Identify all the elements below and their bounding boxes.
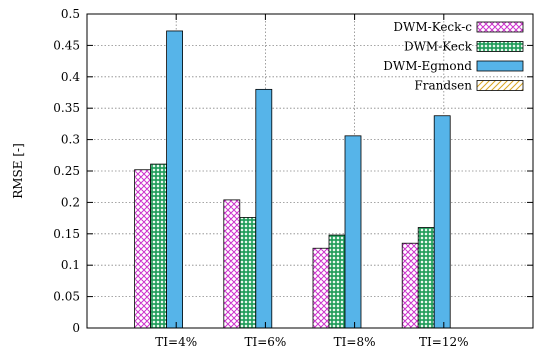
y-tick-label: 0 xyxy=(72,321,80,335)
bar-dwm-egmond xyxy=(433,115,451,329)
legend: DWM-Keck-c DWM-Keck DWM-Egmond Frandsen xyxy=(383,20,524,93)
y-axis-label: RMSE [-] xyxy=(11,143,25,199)
y-tick-label: 0.2 xyxy=(61,195,80,209)
legend-label: Frandsen xyxy=(414,79,472,93)
legend-swatch xyxy=(476,41,524,52)
bars xyxy=(134,30,451,329)
y-tick-label: 0.4 xyxy=(61,70,80,84)
legend-swatch xyxy=(476,80,524,91)
y-tick-label: 0.1 xyxy=(61,258,80,272)
x-tick-label: TI=12% xyxy=(419,335,468,349)
legend-label: DWM-Egmond xyxy=(383,59,472,73)
y-tick-label: 0.45 xyxy=(53,38,80,52)
axes xyxy=(86,13,534,329)
bar-dwm-egmond xyxy=(166,30,184,329)
y-tick-label: 0.35 xyxy=(53,101,80,115)
x-tick-label: TI=6% xyxy=(244,335,286,349)
legend-label: DWM-Keck xyxy=(404,40,473,54)
bar-dwm-egmond xyxy=(344,135,362,329)
bar-dwm-keck xyxy=(150,163,168,329)
y-tick-label: 0.05 xyxy=(53,290,80,304)
x-tick-labels: TI=4% TI=6% TI=8% TI=12% xyxy=(155,335,468,349)
legend-label: DWM-Keck-c xyxy=(393,20,472,34)
x-tick-label: TI=4% xyxy=(155,335,197,349)
legend-swatch xyxy=(476,21,524,33)
legend-swatch xyxy=(476,60,524,72)
plot-frame xyxy=(86,13,534,329)
bar-dwm-keck xyxy=(417,227,435,329)
y-tick-label: 0.15 xyxy=(53,227,80,241)
bar-dwm-keck-c xyxy=(312,247,330,329)
y-tick-labels: 0 0.05 0.1 0.15 0.2 0.25 0.3 0.35 0.4 0.45 0.5 xyxy=(53,7,80,335)
bar-dwm-egmond xyxy=(255,88,273,329)
bar-dwm-keck xyxy=(239,217,257,329)
bar-dwm-keck xyxy=(328,234,346,329)
y-tick-label: 0.5 xyxy=(61,7,80,21)
y-tick-label: 0.25 xyxy=(53,164,80,178)
y-tick-label: 0.3 xyxy=(61,133,80,147)
bar-dwm-keck-c xyxy=(134,169,152,329)
x-tick-label: TI=8% xyxy=(334,335,376,349)
bar-dwm-keck-c xyxy=(223,199,241,329)
bar-dwm-keck-c xyxy=(401,242,419,329)
